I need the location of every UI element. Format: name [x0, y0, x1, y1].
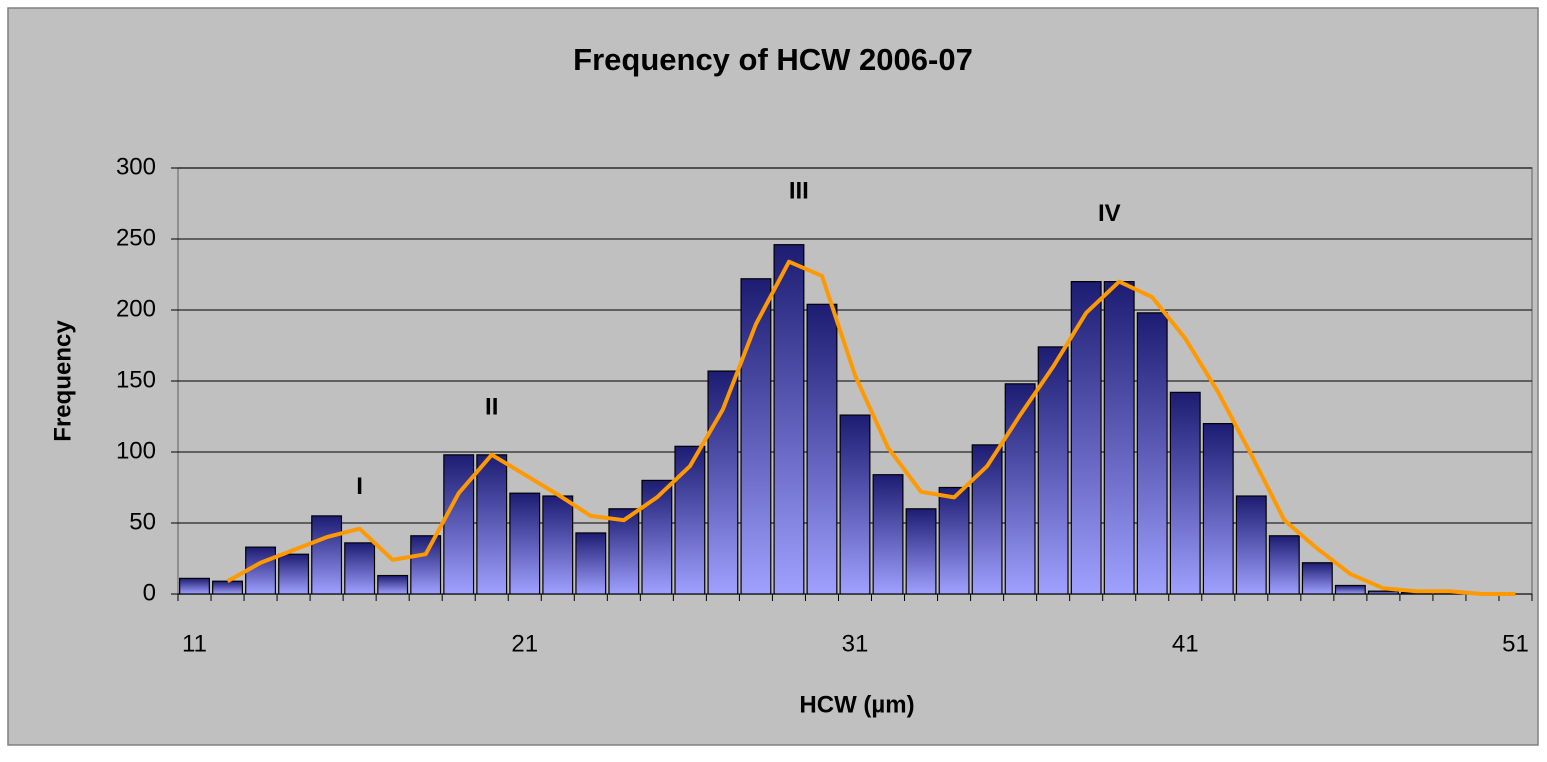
- line: [226, 259, 1516, 596]
- y-tick-label: 50: [129, 508, 156, 535]
- bar: [1235, 495, 1267, 595]
- bar: [1037, 346, 1069, 595]
- bar: [1367, 590, 1399, 595]
- y-tick-label: 0: [143, 579, 156, 606]
- bar: [410, 535, 442, 595]
- y-tick-label: 200: [116, 295, 156, 322]
- bar: [740, 278, 772, 595]
- bar: [509, 492, 541, 595]
- bar: [938, 486, 970, 595]
- bar: [212, 580, 243, 595]
- bar: [773, 244, 805, 595]
- bar: [1103, 281, 1135, 595]
- bar: [179, 577, 210, 595]
- x-tick-label: 51: [1502, 630, 1529, 657]
- bar: [872, 474, 904, 595]
- bar: [806, 303, 838, 595]
- bar: [1136, 312, 1168, 595]
- y-tick-label: 150: [116, 366, 156, 393]
- bar: [443, 454, 475, 595]
- bar: [476, 454, 508, 595]
- y-tick-label: 300: [116, 153, 156, 180]
- y-tick-label: 100: [116, 437, 156, 464]
- y-axis-title: Frequency: [49, 320, 76, 442]
- bar: [1169, 391, 1201, 595]
- bar: [1004, 383, 1036, 595]
- x-tick-label: 31: [842, 630, 869, 657]
- bar: [839, 414, 871, 595]
- x-tick-label: 41: [1172, 630, 1199, 657]
- bar: [575, 532, 607, 595]
- bar: [377, 574, 409, 595]
- bar: [674, 445, 706, 595]
- bar: [1070, 281, 1102, 595]
- x-tick-label: 11: [182, 630, 207, 657]
- bar: [905, 508, 937, 595]
- y-tick-label: 250: [116, 224, 156, 251]
- annotation: I: [356, 473, 363, 500]
- bar: [1202, 423, 1234, 595]
- bar: [542, 495, 574, 595]
- bar: [1334, 584, 1366, 595]
- bar: [608, 508, 640, 595]
- annotation: II: [485, 393, 498, 420]
- annotation: IV: [1098, 200, 1121, 227]
- x-axis-title: HCW (µm): [799, 691, 914, 718]
- bar: [344, 542, 376, 595]
- bar: [971, 444, 1003, 595]
- x-tick-label: 21: [511, 630, 538, 657]
- bar: [311, 515, 343, 595]
- chart-title: Frequency of HCW 2006-07: [573, 42, 973, 77]
- bar: [1301, 562, 1333, 595]
- bar: [1268, 535, 1300, 595]
- annotation: III: [789, 177, 809, 204]
- bar: [278, 553, 310, 595]
